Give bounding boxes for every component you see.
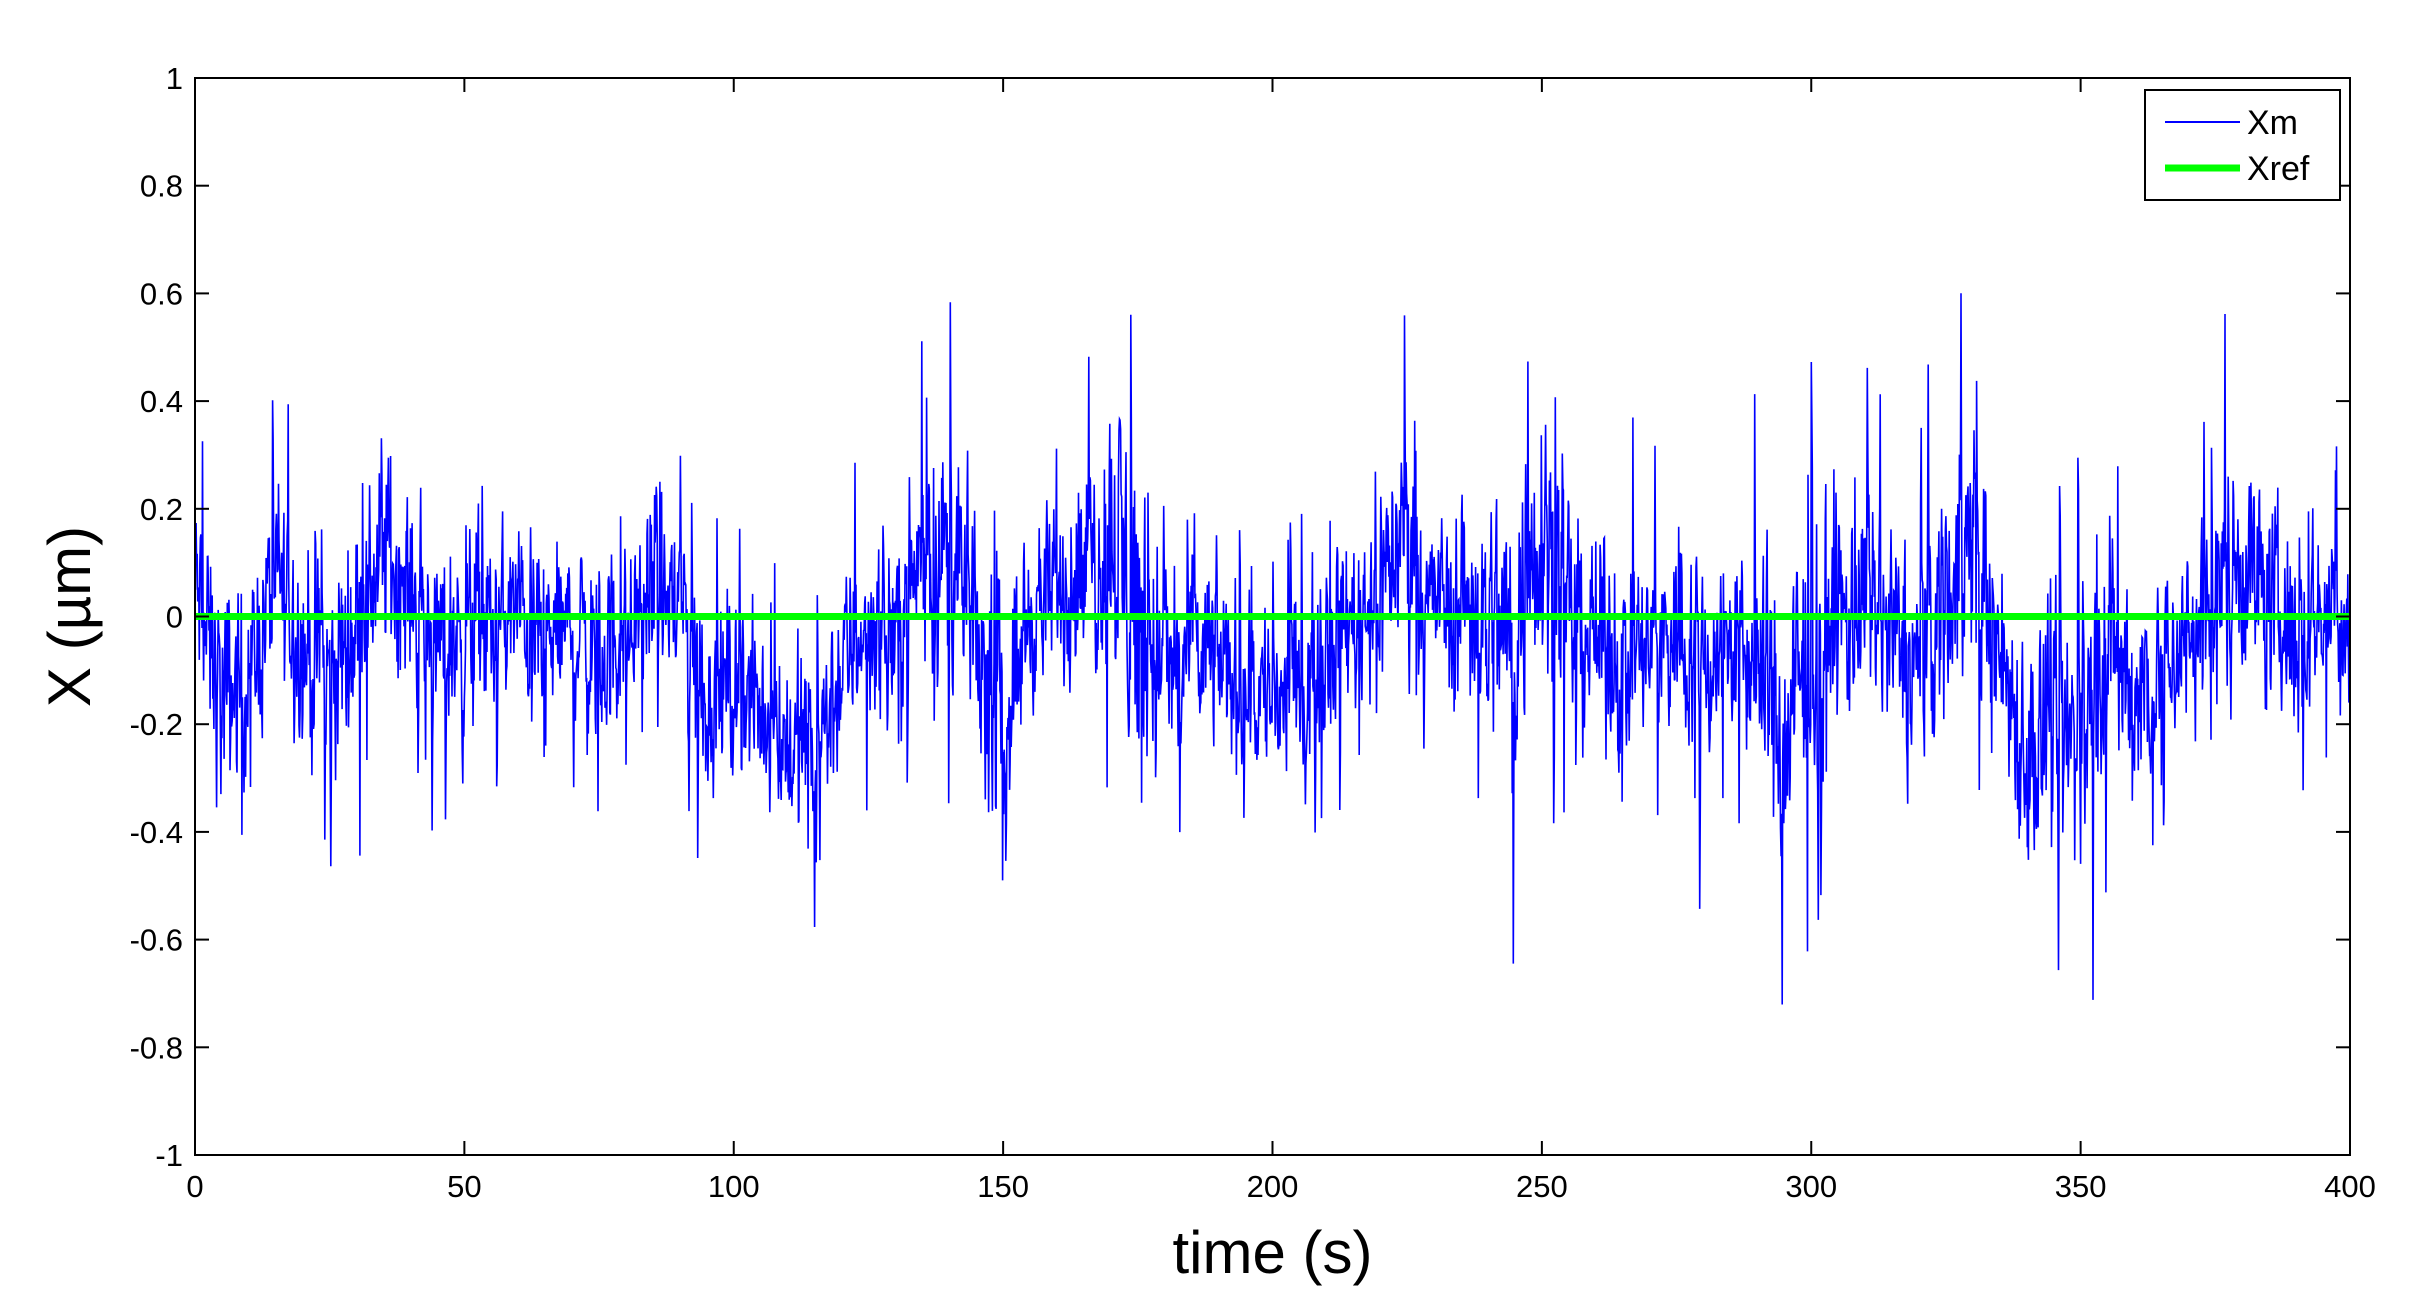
x-tick-label: 200 bbox=[1247, 1169, 1299, 1204]
y-tick-label: 1 bbox=[166, 61, 183, 96]
x-tick-label: 400 bbox=[2324, 1169, 2376, 1204]
x-tick-label: 100 bbox=[708, 1169, 760, 1204]
y-tick-label: 0.2 bbox=[140, 492, 183, 527]
y-tick-label: -1 bbox=[155, 1138, 183, 1173]
y-tick-label: 0.6 bbox=[140, 276, 183, 311]
series-layer bbox=[194, 293, 2351, 1005]
x-tick-label: 250 bbox=[1516, 1169, 1568, 1204]
y-axis-label: X (µm) bbox=[36, 526, 103, 707]
x-tick-label: 150 bbox=[977, 1169, 1029, 1204]
y-tick-label: -0.2 bbox=[130, 707, 183, 742]
x-tick-label: 350 bbox=[2055, 1169, 2107, 1204]
legend-label-xref: Xref bbox=[2247, 150, 2310, 188]
y-tick-label: 0.4 bbox=[140, 384, 183, 419]
legend-box bbox=[2144, 89, 2341, 201]
x-tick-label: 300 bbox=[1785, 1169, 1837, 1204]
legend: Xm Xref bbox=[2144, 89, 2341, 201]
x-axis-label: time (s) bbox=[1173, 1219, 1373, 1286]
x-axis: 0 50 100 150 200 250 300 350 400 bbox=[186, 78, 2376, 1204]
y-tick-label: -0.6 bbox=[130, 923, 183, 958]
legend-label-xm: Xm bbox=[2247, 104, 2298, 142]
y-tick-label: -0.8 bbox=[130, 1030, 183, 1065]
y-tick-label: 0 bbox=[166, 600, 183, 635]
x-tick-label: 0 bbox=[186, 1169, 203, 1204]
series-xm-line bbox=[194, 293, 2351, 1005]
y-tick-label: -0.4 bbox=[130, 815, 183, 850]
y-axis: -1 -0.8 -0.6 -0.4 -0.2 0 0.2 0.4 0.6 0.8 1 bbox=[130, 61, 2350, 1173]
y-tick-label: 0.8 bbox=[140, 169, 183, 204]
x-tick-label: 50 bbox=[447, 1169, 481, 1204]
